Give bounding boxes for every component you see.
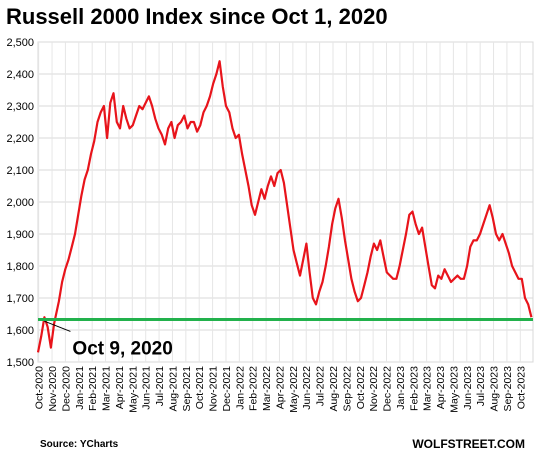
x-tick-label: Jan-2021: [74, 366, 86, 410]
x-tick-label: Feb-2022: [248, 366, 260, 411]
x-axis-ticks: Oct-2020 Nov-2020 Dec-2020 Jan-2021 Feb-2021…: [34, 366, 528, 413]
y-tick-label: 1,500: [6, 357, 34, 369]
y-tick-label: 2,200: [6, 133, 34, 145]
annotation-layer: Oct 9, 2020: [38, 317, 533, 359]
x-tick-label: Apr-2021: [114, 366, 126, 409]
x-tick-label: Jun-2023: [462, 366, 474, 410]
y-tick-label: 2,000: [6, 197, 34, 209]
y-tick-label: 1,900: [6, 229, 34, 241]
y-tick-label: 2,500: [6, 37, 34, 49]
x-tick-label: Aug-2021: [167, 366, 179, 412]
chart-title: Russell 2000 Index since Oct 1, 2020: [6, 4, 388, 29]
x-tick-label: Oct-2023: [515, 366, 527, 409]
x-tick-label: Jan-2022: [234, 366, 246, 410]
brand-watermark: WOLFSTREET.COM: [412, 437, 525, 451]
x-tick-label: Aug-2023: [489, 366, 501, 412]
x-tick-label: Aug-2022: [328, 366, 340, 412]
x-tick-label: Nov-2022: [368, 366, 380, 412]
x-tick-label: Nov-2020: [47, 366, 59, 412]
x-tick-label: Oct-2020: [34, 366, 46, 409]
x-tick-label: Sep-2023: [502, 366, 514, 412]
x-tick-label: Jul-2021: [154, 366, 166, 406]
series-line: [36, 60, 533, 353]
x-tick-label: Jul-2023: [475, 366, 487, 406]
x-tick-label: Jul-2022: [315, 366, 327, 406]
x-tick-label: Dec-2021: [221, 366, 233, 412]
x-tick-label: Feb-2021: [87, 366, 99, 411]
x-tick-label: May-2022: [288, 366, 300, 413]
x-tick-label: Apr-2023: [435, 366, 447, 409]
annotation-label: Oct 9, 2020: [72, 338, 172, 359]
x-tick-label: Sep-2022: [341, 366, 353, 412]
x-tick-label: Apr-2022: [274, 366, 286, 409]
y-tick-label: 2,100: [6, 165, 34, 177]
x-tick-label: Oct-2021: [194, 366, 206, 409]
x-tick-label: Nov-2021: [208, 366, 220, 412]
x-tick-label: Mar-2021: [101, 366, 113, 411]
x-tick-label: Jun-2021: [141, 366, 153, 410]
vertical-grid: [38, 42, 521, 362]
x-tick-label: Oct-2022: [355, 366, 367, 409]
y-tick-label: 2,400: [6, 69, 34, 81]
series-layer: [36, 60, 533, 353]
y-axis-ticks: 1,500 1,600 1,700 1,800 1,900 2,000 2,100 2,200…: [6, 37, 34, 369]
x-tick-label: Mar-2022: [261, 366, 273, 411]
annotation-leader: [44, 320, 71, 332]
source-note: Source: YCharts: [40, 439, 119, 450]
x-tick-label: May-2023: [448, 366, 460, 413]
x-tick-label: Jan-2023: [395, 366, 407, 410]
x-tick-label: Sep-2021: [181, 366, 193, 412]
x-tick-label: Feb-2023: [408, 366, 420, 411]
y-tick-label: 1,700: [6, 293, 34, 305]
x-tick-label: Jun-2022: [301, 366, 313, 410]
x-tick-label: Mar-2023: [422, 366, 434, 411]
y-tick-label: 2,300: [6, 101, 34, 113]
horizontal-grid: [38, 41, 533, 363]
x-tick-label: Dec-2020: [60, 366, 72, 412]
x-tick-label: Dec-2022: [382, 366, 394, 412]
y-tick-label: 1,800: [6, 261, 34, 273]
y-tick-label: 1,600: [6, 325, 34, 337]
x-tick-label: May-2021: [127, 366, 139, 413]
